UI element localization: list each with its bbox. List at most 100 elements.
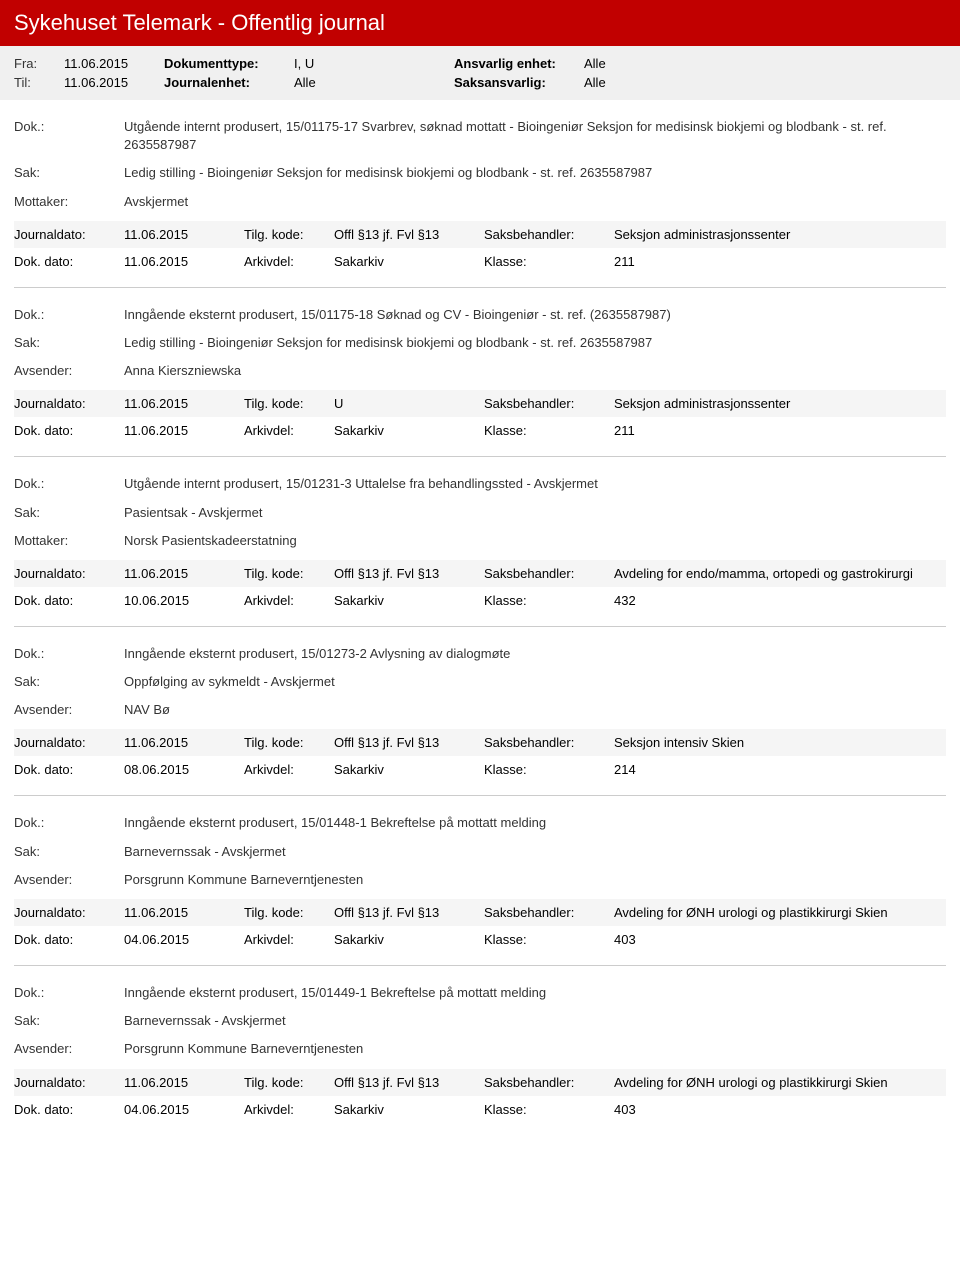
detail-row-2: Dok. dato: 04.06.2015 Arkivdel: Sakarkiv… (14, 1096, 946, 1123)
tilgkode-label: Tilg. kode: (244, 905, 334, 920)
sak-label: Sak: (14, 334, 124, 352)
journaldato-label: Journaldato: (14, 735, 124, 750)
journaldato-value: 11.06.2015 (124, 1075, 244, 1090)
meta-row-1: Fra: 11.06.2015 Dokumenttype: I, U Ansva… (14, 56, 946, 71)
arkivdel-label: Arkivdel: (244, 254, 334, 269)
klasse-label: Klasse: (484, 932, 614, 947)
sak-row: Sak: Pasientsak - Avskjermet (14, 504, 946, 522)
sak-row: Sak: Barnevernssak - Avskjermet (14, 843, 946, 861)
meta-bar: Fra: 11.06.2015 Dokumenttype: I, U Ansva… (0, 46, 960, 100)
arkivdel-label: Arkivdel: (244, 593, 334, 608)
sak-label: Sak: (14, 843, 124, 861)
arkivdel-value: Sakarkiv (334, 593, 484, 608)
dokdato-value: 04.06.2015 (124, 1102, 244, 1117)
journaldato-label: Journaldato: (14, 905, 124, 920)
dokdato-label: Dok. dato: (14, 1102, 124, 1117)
dokdato-label: Dok. dato: (14, 762, 124, 777)
arkivdel-label: Arkivdel: (244, 1102, 334, 1117)
dok-label: Dok.: (14, 984, 124, 1002)
detail-row-2: Dok. dato: 04.06.2015 Arkivdel: Sakarkiv… (14, 926, 946, 953)
doktype-label: Dokumenttype: (164, 56, 294, 71)
dokdato-value: 10.06.2015 (124, 593, 244, 608)
dok-label: Dok.: (14, 645, 124, 663)
party-value: Porsgrunn Kommune Barneverntjenesten (124, 1040, 946, 1058)
dokdato-value: 11.06.2015 (124, 254, 244, 269)
saksbehandler-label: Saksbehandler: (484, 566, 614, 581)
dokdato-label: Dok. dato: (14, 254, 124, 269)
detail-row-1: Journaldato: 11.06.2015 Tilg. kode: U Sa… (14, 390, 946, 417)
saksbehandler-value: Seksjon intensiv Skien (614, 735, 946, 750)
sak-value: Oppfølging av sykmeldt - Avskjermet (124, 673, 946, 691)
sak-label: Sak: (14, 164, 124, 182)
party-label: Avsender: (14, 871, 124, 889)
dok-value: Inngående eksternt produsert, 15/01448-1… (124, 814, 946, 832)
detail-row-2: Dok. dato: 08.06.2015 Arkivdel: Sakarkiv… (14, 756, 946, 783)
tilgkode-value: Offl §13 jf. Fvl §13 (334, 566, 484, 581)
dokdato-label: Dok. dato: (14, 932, 124, 947)
dok-label: Dok.: (14, 475, 124, 493)
dokdato-value: 08.06.2015 (124, 762, 244, 777)
dok-value: Utgående internt produsert, 15/01231-3 U… (124, 475, 946, 493)
dok-label: Dok.: (14, 814, 124, 832)
tilgkode-label: Tilg. kode: (244, 227, 334, 242)
dok-row: Dok.: Utgående internt produsert, 15/011… (14, 118, 946, 154)
sak-value: Ledig stilling - Bioingeniør Seksjon for… (124, 334, 946, 352)
dok-label: Dok.: (14, 306, 124, 324)
journaldato-value: 11.06.2015 (124, 735, 244, 750)
dok-row: Dok.: Inngående eksternt produsert, 15/0… (14, 306, 946, 324)
dok-row: Dok.: Utgående internt produsert, 15/012… (14, 475, 946, 493)
klasse-value: 403 (614, 932, 946, 947)
saksbehandler-label: Saksbehandler: (484, 396, 614, 411)
sak-row: Sak: Ledig stilling - Bioingeniør Seksjo… (14, 164, 946, 182)
meta-row-2: Til: 11.06.2015 Journalenhet: Alle Saksa… (14, 75, 946, 90)
journal-entry: Dok.: Inngående eksternt produsert, 15/0… (0, 966, 960, 1123)
party-row: Avsender: NAV Bø (14, 701, 946, 719)
journaldato-value: 11.06.2015 (124, 566, 244, 581)
journaldato-value: 11.06.2015 (124, 396, 244, 411)
detail-row-1: Journaldato: 11.06.2015 Tilg. kode: Offl… (14, 729, 946, 756)
party-value: Norsk Pasientskadeerstatning (124, 532, 946, 550)
arkivdel-value: Sakarkiv (334, 423, 484, 438)
arkivdel-label: Arkivdel: (244, 423, 334, 438)
detail-row-1: Journaldato: 11.06.2015 Tilg. kode: Offl… (14, 899, 946, 926)
journal-value: Alle (294, 75, 454, 90)
dok-row: Dok.: Inngående eksternt produsert, 15/0… (14, 984, 946, 1002)
tilgkode-value: Offl §13 jf. Fvl §13 (334, 227, 484, 242)
saksbehandler-value: Avdeling for endo/mamma, ortopedi og gas… (614, 566, 946, 581)
saksbehandler-label: Saksbehandler: (484, 735, 614, 750)
til-label: Til: (14, 75, 64, 90)
fra-value: 11.06.2015 (64, 56, 164, 71)
saks-value: Alle (584, 75, 606, 90)
party-row: Avsender: Anna Kierszniewska (14, 362, 946, 380)
ansvarlig-label: Ansvarlig enhet: (454, 56, 584, 71)
dok-row: Dok.: Inngående eksternt produsert, 15/0… (14, 814, 946, 832)
dokdato-label: Dok. dato: (14, 593, 124, 608)
sak-label: Sak: (14, 673, 124, 691)
journal-label: Journalenhet: (164, 75, 294, 90)
tilgkode-label: Tilg. kode: (244, 566, 334, 581)
detail-row-1: Journaldato: 11.06.2015 Tilg. kode: Offl… (14, 1069, 946, 1096)
party-value: Anna Kierszniewska (124, 362, 946, 380)
dokdato-value: 11.06.2015 (124, 423, 244, 438)
sak-value: Pasientsak - Avskjermet (124, 504, 946, 522)
klasse-value: 214 (614, 762, 946, 777)
dok-value: Inngående eksternt produsert, 15/01175-1… (124, 306, 946, 324)
detail-row-1: Journaldato: 11.06.2015 Tilg. kode: Offl… (14, 221, 946, 248)
dok-value: Inngående eksternt produsert, 15/01273-2… (124, 645, 946, 663)
fra-label: Fra: (14, 56, 64, 71)
klasse-label: Klasse: (484, 423, 614, 438)
party-label: Avsender: (14, 701, 124, 719)
sak-label: Sak: (14, 1012, 124, 1030)
saksbehandler-label: Saksbehandler: (484, 1075, 614, 1090)
party-value: Avskjermet (124, 193, 946, 211)
arkivdel-value: Sakarkiv (334, 254, 484, 269)
sak-label: Sak: (14, 504, 124, 522)
sak-row: Sak: Oppfølging av sykmeldt - Avskjermet (14, 673, 946, 691)
sak-value: Barnevernssak - Avskjermet (124, 1012, 946, 1030)
journal-entry: Dok.: Inngående eksternt produsert, 15/0… (0, 627, 960, 784)
tilgkode-label: Tilg. kode: (244, 735, 334, 750)
sak-row: Sak: Barnevernssak - Avskjermet (14, 1012, 946, 1030)
journaldato-label: Journaldato: (14, 1075, 124, 1090)
page-title: Sykehuset Telemark - Offentlig journal (14, 10, 385, 35)
party-row: Avsender: Porsgrunn Kommune Barneverntje… (14, 1040, 946, 1058)
